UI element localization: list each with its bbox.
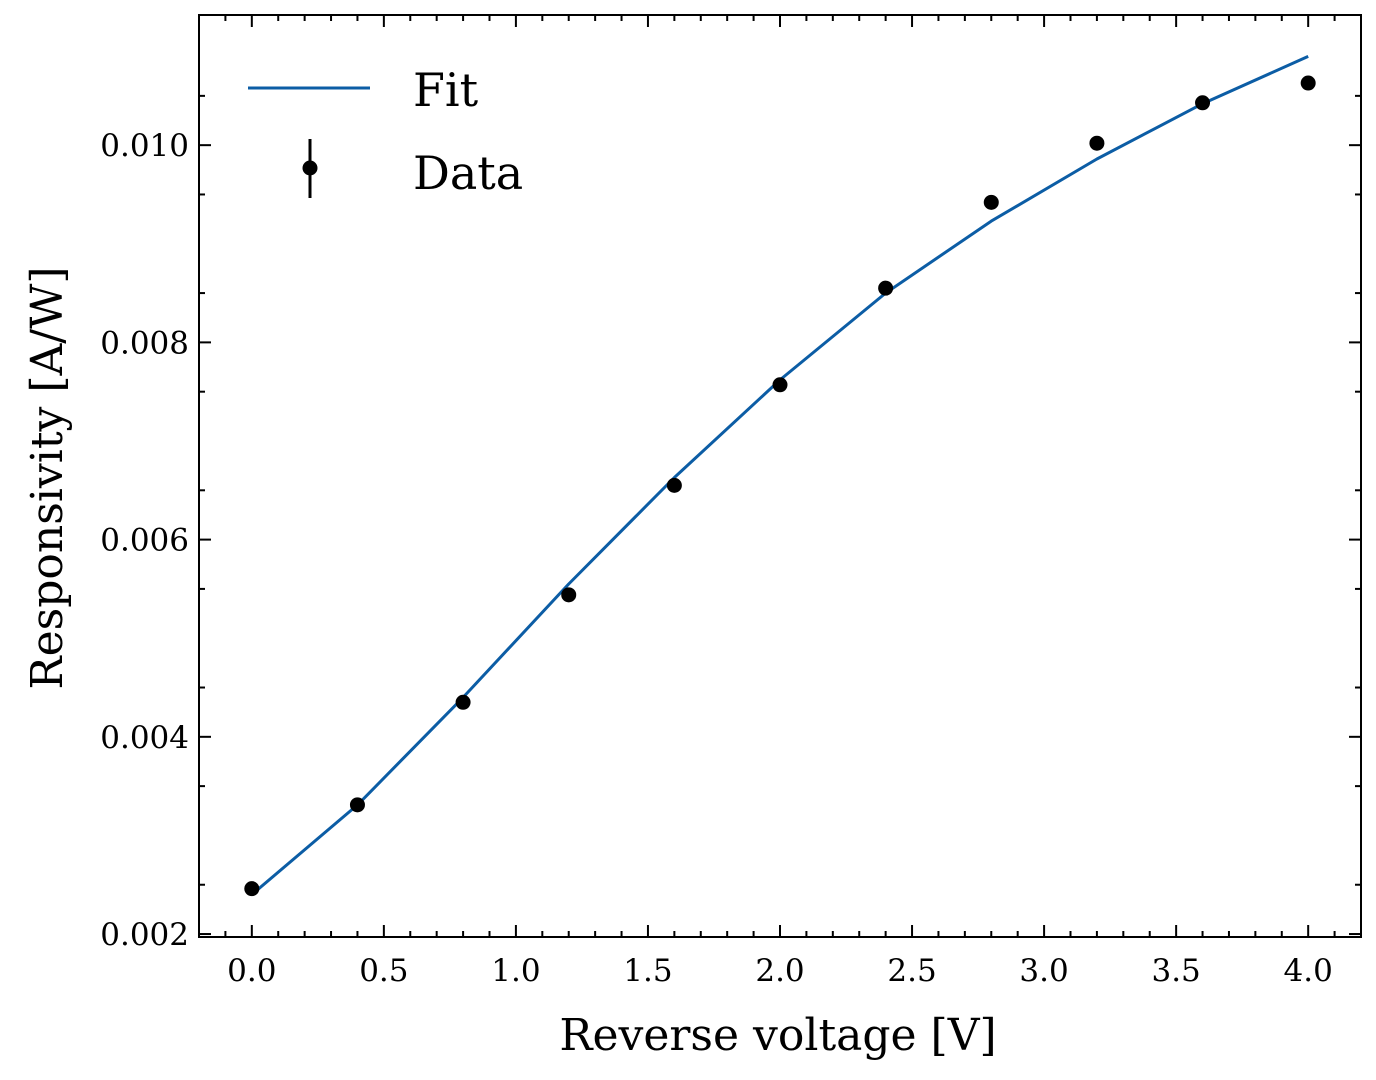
data-point (561, 587, 577, 603)
x-tick-label: 3.0 (1019, 953, 1068, 989)
x-tick-label: 2.0 (755, 953, 804, 989)
y-axis-label: Responsivity [A/W] (22, 266, 73, 689)
data-point (1195, 95, 1211, 111)
y-tick-label: 0.002 (100, 917, 189, 953)
data-point (772, 377, 788, 393)
y-tick-label: 0.010 (100, 128, 189, 164)
axis-ticks: 0.0 0.5 1.0 1.5 2.0 2.5 3.0 3.5 4.0 0.002 0.004 0.0… (100, 15, 1361, 989)
plot-frame (198, 14, 1362, 938)
data-point (455, 694, 471, 710)
fit-line (250, 55, 1309, 896)
legend-data-marker (302, 160, 318, 176)
plot-area (244, 55, 1316, 897)
data-point (1300, 75, 1316, 91)
x-tick-label: 3.5 (1151, 953, 1200, 989)
x-axis-label: Reverse voltage [V] (559, 1010, 996, 1061)
legend: Fit Data (248, 63, 523, 200)
y-tick-label: 0.004 (100, 720, 189, 756)
data-point (983, 194, 999, 210)
data-point (349, 797, 365, 813)
x-tick-label: 1.0 (491, 953, 540, 989)
x-tick-label: 0.0 (227, 953, 276, 989)
data-point (244, 881, 260, 897)
y-tick-label: 0.006 (100, 523, 189, 559)
x-tick-label: 0.5 (359, 953, 408, 989)
data-point (1089, 135, 1105, 151)
x-tick-label: 1.5 (623, 953, 672, 989)
legend-data-label: Data (413, 146, 523, 200)
x-tick-label: 2.5 (887, 953, 936, 989)
data-point (878, 280, 894, 296)
legend-fit-label: Fit (413, 63, 479, 117)
data-point (666, 477, 682, 493)
y-tick-label: 0.008 (100, 325, 189, 361)
x-tick-label: 4.0 (1284, 953, 1333, 989)
